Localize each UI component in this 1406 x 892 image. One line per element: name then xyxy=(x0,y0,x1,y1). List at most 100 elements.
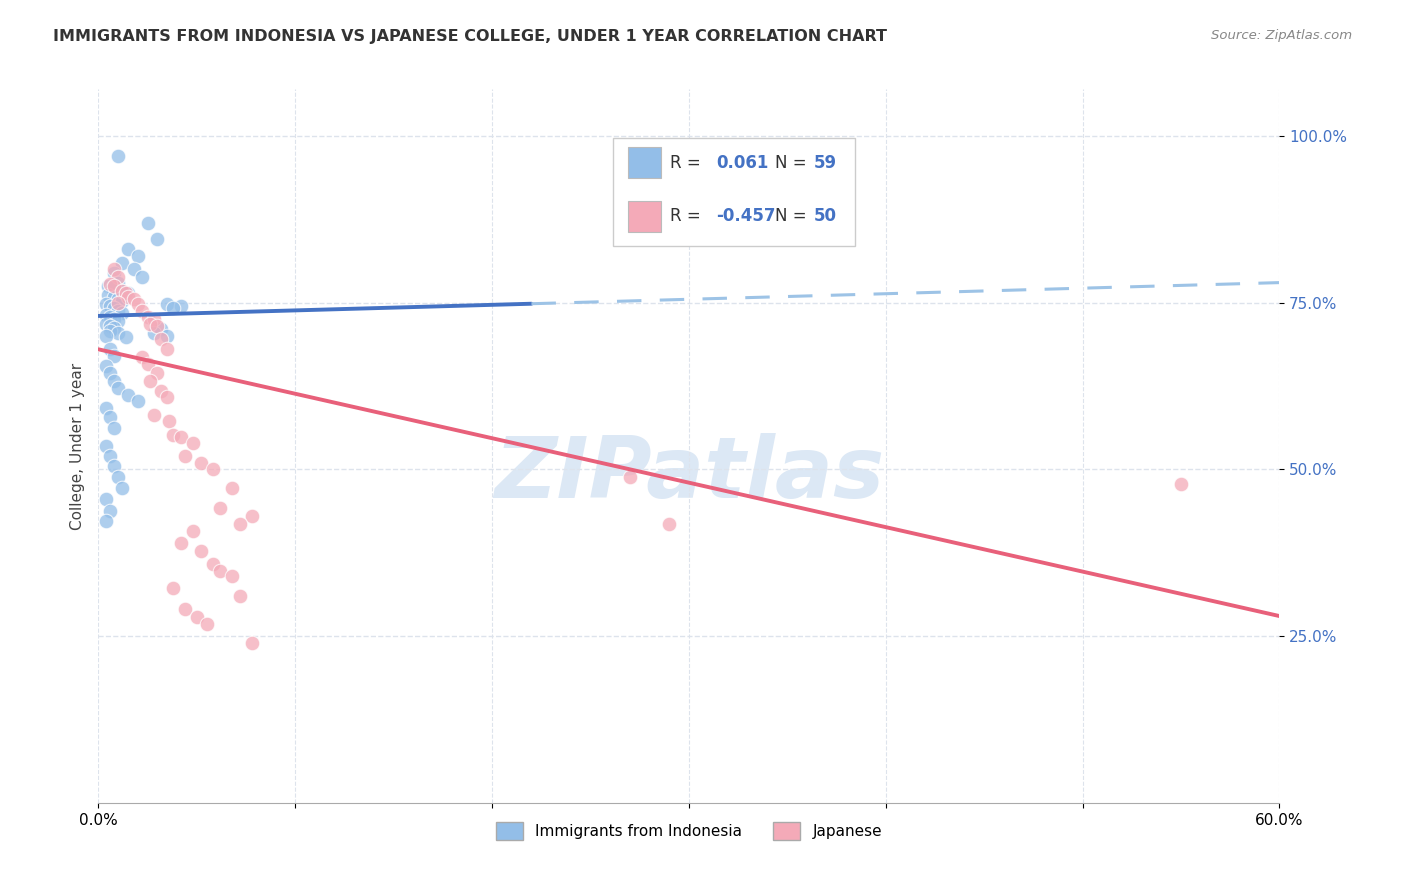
Point xyxy=(240,636,263,650)
Point xyxy=(98,299,121,313)
Point xyxy=(96,514,118,528)
Point xyxy=(156,297,179,311)
Point xyxy=(103,321,125,335)
Point xyxy=(150,322,173,336)
Point xyxy=(181,524,204,538)
Point xyxy=(97,279,120,293)
Point xyxy=(1170,477,1192,491)
Point xyxy=(127,297,149,311)
Point xyxy=(131,270,153,285)
Point xyxy=(229,516,252,531)
Text: 50: 50 xyxy=(814,207,837,225)
Point xyxy=(107,314,129,328)
Point xyxy=(103,301,125,315)
Point xyxy=(209,501,232,516)
Point xyxy=(98,310,121,325)
Point xyxy=(174,449,197,463)
Point xyxy=(190,543,212,558)
Point xyxy=(96,317,118,331)
Point xyxy=(97,287,120,301)
Point xyxy=(96,308,118,322)
Point xyxy=(103,262,125,277)
Point xyxy=(619,470,641,484)
Point xyxy=(117,387,139,401)
Point xyxy=(131,351,153,365)
Point xyxy=(142,408,165,422)
Point xyxy=(162,581,184,595)
Point xyxy=(107,326,129,340)
Point xyxy=(96,359,118,373)
Point xyxy=(170,299,193,313)
Point xyxy=(111,284,134,298)
Point xyxy=(103,374,125,388)
Point xyxy=(98,343,121,357)
Point xyxy=(174,602,197,616)
Text: IMMIGRANTS FROM INDONESIA VS JAPANESE COLLEGE, UNDER 1 YEAR CORRELATION CHART: IMMIGRANTS FROM INDONESIA VS JAPANESE CO… xyxy=(53,29,887,44)
Point xyxy=(170,535,193,549)
Point xyxy=(101,281,124,295)
Point xyxy=(107,276,129,290)
Point xyxy=(150,384,173,398)
Point xyxy=(103,279,125,293)
Point xyxy=(98,324,121,338)
Point xyxy=(103,266,125,280)
Point xyxy=(157,414,180,428)
Point xyxy=(201,462,224,476)
Text: ZIPatlas: ZIPatlas xyxy=(494,433,884,516)
FancyBboxPatch shape xyxy=(627,147,661,178)
Point xyxy=(162,301,184,315)
Point xyxy=(122,293,145,307)
Point xyxy=(138,374,160,388)
Text: R =: R = xyxy=(671,153,700,171)
Point xyxy=(209,564,232,578)
Point xyxy=(115,330,138,344)
Point xyxy=(98,410,121,425)
Point xyxy=(98,366,121,380)
Point xyxy=(138,317,160,331)
Point xyxy=(142,312,165,326)
Legend: Immigrants from Indonesia, Japanese: Immigrants from Indonesia, Japanese xyxy=(489,815,889,847)
Point xyxy=(103,458,125,473)
Point xyxy=(156,329,179,343)
Point xyxy=(146,318,169,333)
Point xyxy=(117,290,139,304)
FancyBboxPatch shape xyxy=(627,201,661,232)
Point xyxy=(190,456,212,470)
Point xyxy=(107,149,129,163)
Point xyxy=(98,277,121,291)
Point xyxy=(186,610,208,624)
Point xyxy=(107,303,129,318)
Point xyxy=(111,481,134,495)
Text: 59: 59 xyxy=(814,153,837,171)
Point xyxy=(131,303,153,318)
Point xyxy=(146,366,169,380)
Point xyxy=(201,557,224,571)
Point xyxy=(111,255,134,269)
Point xyxy=(156,343,179,357)
Point xyxy=(111,284,134,298)
Point xyxy=(96,492,118,507)
Point xyxy=(111,294,134,309)
Point xyxy=(240,509,263,524)
Point xyxy=(107,470,129,484)
Point xyxy=(117,242,139,256)
Point xyxy=(122,262,145,277)
Point xyxy=(117,285,139,300)
Point xyxy=(229,589,252,603)
Point xyxy=(170,430,193,444)
Y-axis label: College, Under 1 year: College, Under 1 year xyxy=(69,362,84,530)
Point xyxy=(107,295,129,310)
Point xyxy=(98,449,121,463)
Point xyxy=(127,249,149,263)
Point xyxy=(107,270,129,285)
Point xyxy=(221,481,243,495)
Point xyxy=(96,329,118,343)
Point xyxy=(162,427,184,442)
Point xyxy=(96,297,118,311)
Point xyxy=(107,381,129,395)
Point xyxy=(221,569,243,583)
Point xyxy=(146,232,169,246)
Text: N =: N = xyxy=(775,207,807,225)
Point xyxy=(150,332,173,346)
Point xyxy=(103,349,125,363)
